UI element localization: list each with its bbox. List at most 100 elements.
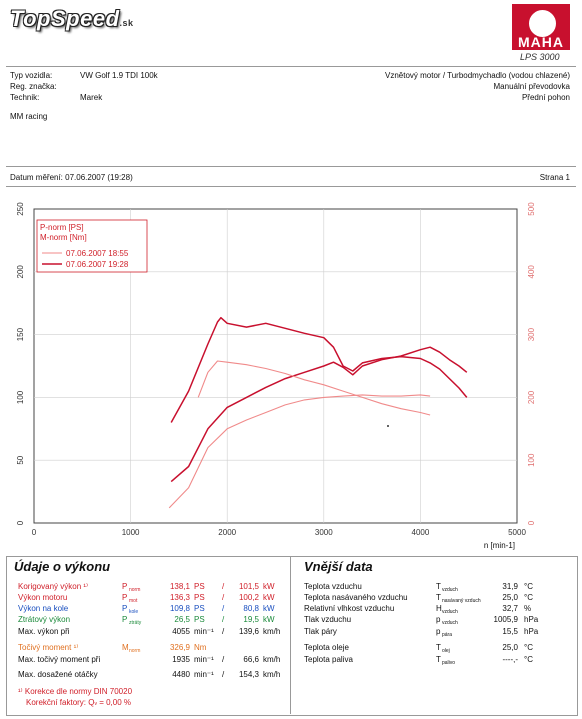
perf-row-value2: 101,5 xyxy=(238,582,259,591)
ext-row-symbol: T xyxy=(436,643,441,652)
ext-row-symbol: T xyxy=(436,655,441,664)
stray-dot xyxy=(387,425,389,427)
perf-row-separator: / xyxy=(222,582,225,591)
x-tick-label: 4000 xyxy=(412,528,430,537)
perf-row-label: Výkon na kole xyxy=(18,604,69,613)
ext-row-label: Tlak vzduchu xyxy=(304,615,352,624)
field-label-reg: Reg. značka: xyxy=(10,82,57,91)
perf-row-unit2: kW xyxy=(263,604,275,613)
perf-row-unit1: PS xyxy=(194,615,205,624)
maha-disc-icon xyxy=(527,8,558,39)
field-label-vehicle: Typ vozidla: xyxy=(10,71,53,80)
series-line-power-run2 xyxy=(170,346,468,483)
ext-row-symbol: H xyxy=(436,604,442,613)
perf-row-unit1: PS xyxy=(194,604,205,613)
y-left-tick-label: 150 xyxy=(16,327,25,341)
bottom-panel xyxy=(6,556,578,716)
perf-row-value1: 4480 xyxy=(172,670,190,679)
field-label-technician: Technik: xyxy=(10,93,40,102)
page-number: Strana 1 xyxy=(539,173,570,182)
perf-row-value1: 326,9 xyxy=(169,643,190,652)
model-label: LPS 3000 xyxy=(520,52,560,62)
y-left-tick-label: 50 xyxy=(16,455,25,464)
ext-row-label: Teplota vzduchu xyxy=(304,582,362,591)
ext-row-value: 15,5 xyxy=(502,627,518,636)
perf-row-symbol: P xyxy=(122,582,128,591)
series-line-torque-run1 xyxy=(197,360,431,416)
ext-row-label: Teplota paliva xyxy=(304,655,353,664)
topspeed-watermark: TopSpeed.sk xyxy=(10,6,134,31)
legend-run1: 07.06.2007 18:55 xyxy=(66,249,129,258)
ext-row-symbol-sub: pára xyxy=(442,632,453,638)
perf-row-symbol: P xyxy=(122,604,128,613)
ext-row-value: 31,9 xyxy=(502,582,518,591)
measurement-date: Datum měření: 07.06.2007 (19:28) xyxy=(10,173,133,182)
perf-row-symbol: P xyxy=(122,593,128,602)
x-tick-label: 5000 xyxy=(508,528,526,537)
perf-row-value1: 4055 xyxy=(172,627,190,636)
perf-row-value1: 136,3 xyxy=(169,593,190,602)
ext-row-value: ----,- xyxy=(502,655,518,664)
y-left-tick-label: 100 xyxy=(16,390,25,404)
y-right-tick-label: 200 xyxy=(527,390,536,404)
ext-row-value: 32,7 xyxy=(502,604,518,613)
perf-row-unit1: min⁻¹ xyxy=(194,670,214,679)
ext-row-value: 25,0 xyxy=(502,593,518,602)
perf-row-value2: 66,6 xyxy=(243,655,259,664)
x-tick-label: 2000 xyxy=(218,528,236,537)
perf-row-symbol-sub: norm xyxy=(129,587,141,593)
perf-row-separator: / xyxy=(222,670,225,679)
divider xyxy=(6,186,576,187)
y-right-tick-label: 500 xyxy=(527,202,536,216)
perf-row-unit1: min⁻¹ xyxy=(194,655,214,664)
x-axis-label: n [min-1] xyxy=(484,541,515,550)
legend-run2: 07.06.2007 19:28 xyxy=(66,260,129,269)
perf-row-separator: / xyxy=(222,655,225,664)
perf-row-label: Točivý moment ¹⁾ xyxy=(18,643,79,652)
perf-row-unit2: km/h xyxy=(263,655,281,664)
perf-row-label: Max. dosažené otáčky xyxy=(18,670,98,679)
divider xyxy=(6,166,576,167)
ext-row-symbol: T xyxy=(436,582,441,591)
ext-row-symbol: p xyxy=(436,627,441,636)
maha-brand: MAHA xyxy=(518,34,564,50)
perf-row-unit2: km/h xyxy=(263,627,281,636)
perf-row-symbol-sub: kole xyxy=(129,609,139,615)
ext-row-unit: °C xyxy=(524,593,533,602)
y-right-tick-label: 400 xyxy=(527,265,536,279)
ext-row-unit: °C xyxy=(524,643,533,652)
perf-row-separator: / xyxy=(222,627,225,636)
perf-row-separator: / xyxy=(222,604,225,613)
engine-type: Vznětový motor / Turbodmychadlo (vodou c… xyxy=(385,71,570,80)
customer-name: MM racing xyxy=(10,112,48,121)
perf-row-symbol: M xyxy=(122,643,129,652)
correction-factor: Korekční faktory: Qv = 0,00 % xyxy=(26,698,132,707)
perf-row-value1: 138,1 xyxy=(169,582,190,591)
field-value-vehicle: VW Golf 1.9 TDI 100k xyxy=(80,71,158,80)
ext-row-unit: hPa xyxy=(524,627,539,636)
drive-type: Přední pohon xyxy=(521,93,570,102)
perf-row-unit1: min⁻¹ xyxy=(194,627,214,636)
perf-row-value1: 109,8 xyxy=(169,604,190,613)
perf-row-label: Max. výkon při xyxy=(18,627,70,636)
perf-row-value2: 19,5 xyxy=(243,615,259,624)
ext-row-unit: % xyxy=(524,604,532,613)
perf-row-value2: 154,3 xyxy=(238,670,259,679)
series-layer xyxy=(168,316,468,509)
perf-row-label: Korigovaný výkon ¹⁾ xyxy=(18,582,88,591)
perf-row-symbol: P xyxy=(122,615,128,624)
ext-row-unit: °C xyxy=(524,655,533,664)
ext-row-symbol: T xyxy=(436,593,441,602)
perf-row-separator: / xyxy=(222,615,225,624)
performance-section-title: Údaje o výkonu xyxy=(14,559,111,574)
y-right-tick-label: 300 xyxy=(527,327,536,341)
perf-row-unit2: kW xyxy=(263,582,275,591)
perf-row-value1: 26,5 xyxy=(174,615,190,624)
x-tick-label: 0 xyxy=(32,528,37,537)
x-tick-label: 3000 xyxy=(315,528,333,537)
y-right-tick-label: 100 xyxy=(527,453,536,467)
ext-row-symbol-sub: olej xyxy=(442,648,450,654)
panel-divider xyxy=(290,556,291,714)
perf-row-unit1: PS xyxy=(194,582,205,591)
